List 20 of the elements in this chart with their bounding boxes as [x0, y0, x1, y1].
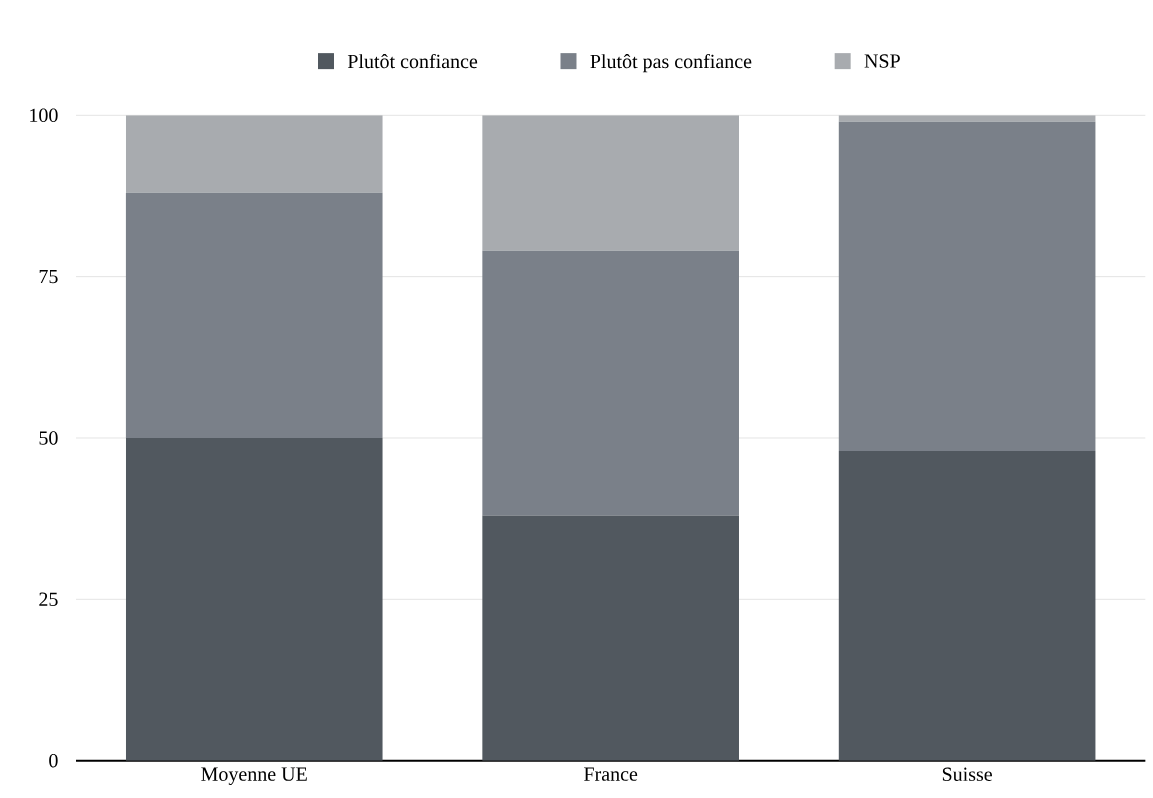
y-tick-label: 50 — [39, 431, 58, 445]
legend-label: Plutôt pas confiance — [590, 53, 752, 73]
bar — [125, 192, 383, 438]
y-tick-label: 25 — [39, 592, 58, 607]
bar — [838, 121, 1096, 451]
bar — [838, 115, 1096, 122]
bar — [125, 115, 383, 193]
y-tick-label: 100 — [30, 108, 58, 123]
bar — [482, 115, 739, 251]
bar — [125, 437, 383, 761]
y-tick-label: 75 — [39, 270, 58, 284]
x-tick-label: Suisse — [942, 767, 992, 782]
bar — [482, 515, 739, 761]
x-tick-label: Moyenne UE — [201, 767, 307, 785]
x-tick-label: France — [584, 767, 638, 781]
bar — [482, 250, 739, 516]
legend-label: Plutôt confiance — [347, 53, 478, 69]
legend-label: NSP — [864, 54, 900, 68]
bar — [838, 450, 1096, 761]
y-tick-label: 0 — [49, 753, 58, 768]
